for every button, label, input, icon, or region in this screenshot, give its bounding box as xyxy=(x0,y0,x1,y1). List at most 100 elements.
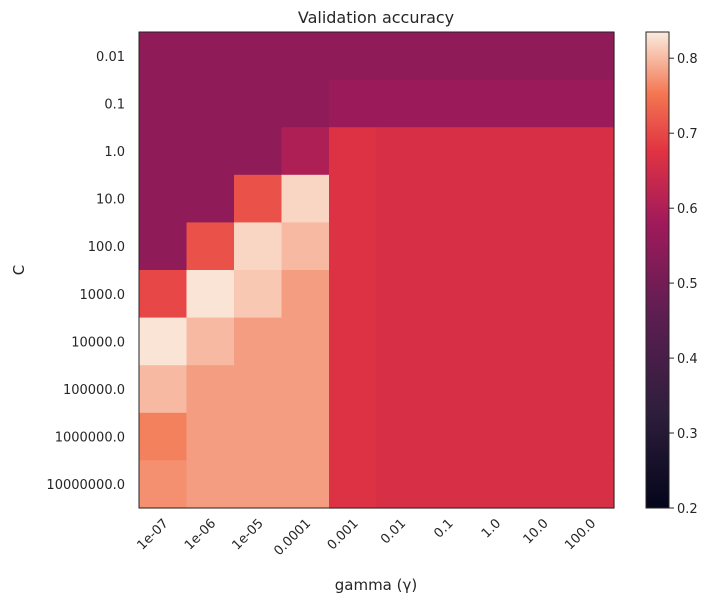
heatmap-cell xyxy=(424,222,473,271)
heatmap-cell xyxy=(329,460,378,509)
x-tick-label: 1e-06 xyxy=(182,516,219,553)
heatmap-cell xyxy=(329,317,378,366)
heatmap-cell xyxy=(281,79,330,128)
heatmap-cell xyxy=(186,127,235,176)
heatmap-cell xyxy=(566,317,615,366)
heatmap-cell xyxy=(566,222,615,271)
y-tick-label: 100000.0 xyxy=(63,383,125,398)
heatmap-cell xyxy=(139,270,188,319)
colorbar-tick-label: 0.7 xyxy=(677,127,698,142)
heatmap-cell xyxy=(424,174,473,223)
heatmap-cell xyxy=(471,32,520,81)
heatmap-cell xyxy=(471,174,520,223)
heatmap-cell xyxy=(281,460,330,509)
colorbar-tick-label: 0.3 xyxy=(677,427,698,442)
x-tick-label: 1e-07 xyxy=(134,516,171,553)
heatmap-cell xyxy=(519,270,568,319)
colorbar-tick-label: 0.2 xyxy=(677,502,698,517)
heatmap-cell xyxy=(566,412,615,461)
heatmap-cell xyxy=(424,79,473,128)
heatmap-cell xyxy=(186,365,235,414)
colorbar-tick-label: 0.5 xyxy=(677,277,698,292)
heatmap-cell xyxy=(186,317,235,366)
heatmap-cell xyxy=(281,127,330,176)
x-tick-label: 1.0 xyxy=(479,516,504,541)
x-tick-label: 1e-05 xyxy=(229,516,266,553)
heatmap-cell xyxy=(329,270,378,319)
heatmap-cell xyxy=(424,412,473,461)
heatmap-cell xyxy=(376,79,425,128)
heatmap-cell xyxy=(376,32,425,81)
heatmap-cell xyxy=(566,32,615,81)
x-tick-label: 0.0001 xyxy=(271,516,314,559)
heatmap-cell xyxy=(424,127,473,176)
heatmap-cell xyxy=(519,174,568,223)
heatmap-cell xyxy=(139,222,188,271)
heatmap-cell xyxy=(471,365,520,414)
y-tick-label: 10.0 xyxy=(96,193,125,208)
heatmap-cell xyxy=(519,412,568,461)
heatmap-cell xyxy=(519,32,568,81)
heatmap-cell xyxy=(376,317,425,366)
heatmap-cell xyxy=(281,317,330,366)
y-axis-label: C xyxy=(10,265,28,275)
heatmap-cell xyxy=(471,127,520,176)
heatmap-cell xyxy=(186,270,235,319)
y-tick-label: 10000000.0 xyxy=(46,478,125,493)
heatmap-cell xyxy=(471,222,520,271)
heatmap-cell xyxy=(281,32,330,81)
x-tick-label: 0.1 xyxy=(431,516,456,541)
heatmap-cell xyxy=(519,222,568,271)
colorbar xyxy=(645,31,670,509)
heatmap-cell xyxy=(376,127,425,176)
y-tick-label: 0.1 xyxy=(104,97,125,112)
heatmap-cell xyxy=(376,222,425,271)
y-tick-label: 1.0 xyxy=(104,145,125,160)
heatmap-cell xyxy=(424,270,473,319)
heatmap-cell xyxy=(376,412,425,461)
heatmap-cell xyxy=(566,365,615,414)
heatmap-cell xyxy=(376,174,425,223)
heatmap-cell xyxy=(424,317,473,366)
x-tick-label: 0.01 xyxy=(378,516,409,547)
heatmap-cell xyxy=(566,79,615,128)
colorbar-ticks: 0.2 0.3 0.4 0.5 0.6 0.7 0.8 xyxy=(669,52,698,517)
heatmap-cell xyxy=(139,79,188,128)
heatmap-cell xyxy=(234,222,283,271)
colorbar-tick-label: 0.4 xyxy=(677,352,698,367)
heatmap-cell xyxy=(234,365,283,414)
y-tick-labels: 0.01 0.1 1.0 10.0 100.0 1000.0 10000.0 100000.0… xyxy=(46,50,125,493)
heatmap-cell xyxy=(566,460,615,509)
heatmap-cell xyxy=(471,317,520,366)
heatmap-cell xyxy=(519,79,568,128)
heatmap-cell xyxy=(566,270,615,319)
heatmap-cell xyxy=(139,127,188,176)
heatmap-cell xyxy=(329,222,378,271)
heatmap-cell xyxy=(519,127,568,176)
heatmap-cell xyxy=(234,317,283,366)
heatmap-cell xyxy=(281,412,330,461)
y-tick-label: 100.0 xyxy=(88,240,125,255)
heatmap-cell xyxy=(566,174,615,223)
x-tick-label: 100.0 xyxy=(562,516,599,553)
heatmap-cell xyxy=(566,127,615,176)
y-tick-label: 10000.0 xyxy=(71,335,125,350)
heatmap-cell xyxy=(139,317,188,366)
heatmap-cell xyxy=(329,174,378,223)
x-tick-label: 10.0 xyxy=(521,516,552,547)
y-tick-label: 1000000.0 xyxy=(55,431,125,446)
heatmap-cell xyxy=(186,32,235,81)
colorbar-tick-label: 0.8 xyxy=(677,52,698,67)
heatmap-cell xyxy=(139,174,188,223)
plot-frame xyxy=(138,31,615,509)
heatmap-cell xyxy=(329,365,378,414)
heatmap-cell xyxy=(186,460,235,509)
heatmap-cell xyxy=(234,270,283,319)
heatmap-cell xyxy=(471,270,520,319)
x-axis-label: gamma (γ) xyxy=(335,576,417,594)
y-tick-label: 1000.0 xyxy=(80,288,126,303)
heatmap-cell xyxy=(376,365,425,414)
x-tick-label: 0.001 xyxy=(325,516,362,553)
heatmap-cell xyxy=(281,222,330,271)
